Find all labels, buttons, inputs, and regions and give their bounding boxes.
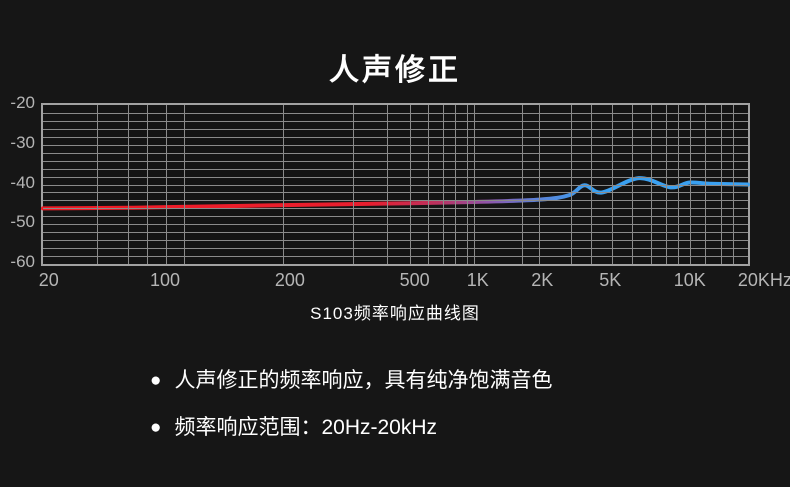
x-axis-tick-label: 200 bbox=[274, 270, 305, 290]
h-gridline bbox=[43, 208, 748, 210]
h-gridline bbox=[43, 120, 748, 122]
h-gridline bbox=[43, 136, 748, 138]
v-gridline bbox=[353, 105, 355, 264]
h-gridline bbox=[43, 176, 748, 178]
v-gridline bbox=[539, 105, 541, 264]
x-axis-tick-label: 20 bbox=[38, 270, 59, 290]
v-gridline bbox=[611, 105, 613, 264]
h-gridline bbox=[43, 128, 748, 130]
h-gridline bbox=[43, 160, 748, 162]
y-axis-tick-label: -40 bbox=[10, 172, 35, 192]
v-gridline bbox=[466, 105, 468, 264]
h-gridline bbox=[43, 200, 748, 202]
h-gridline bbox=[43, 232, 748, 234]
x-axis-tick-label: 2K bbox=[531, 270, 554, 290]
v-gridline bbox=[590, 105, 592, 264]
x-axis-tick-label: 10K bbox=[673, 270, 706, 290]
v-gridline bbox=[474, 105, 476, 264]
bullet-circle-icon: ● bbox=[150, 370, 162, 391]
v-gridline bbox=[387, 105, 389, 264]
x-axis-tick-label: 100 bbox=[150, 270, 181, 290]
bullet-text: 人声修正的频率响应，具有纯净饱满音色 bbox=[174, 369, 553, 392]
plot-area bbox=[41, 103, 750, 266]
v-gridline bbox=[733, 105, 735, 264]
v-gridline bbox=[720, 105, 722, 264]
x-axis-tick-label: 1K bbox=[466, 270, 489, 290]
bullet-item: ● 频率响应范围：20Hz-20kHz bbox=[150, 413, 552, 443]
bullet-text: 频率响应范围：20Hz-20kHz bbox=[174, 416, 438, 439]
v-gridline bbox=[184, 105, 185, 264]
feature-bullets: ● 人声修正的频率响应，具有纯净饱满音色 ● 频率响应范围：20Hz-20kHz bbox=[150, 366, 552, 443]
h-gridline bbox=[43, 216, 748, 218]
v-gridline bbox=[665, 105, 667, 264]
h-gridline bbox=[43, 192, 748, 194]
v-gridline bbox=[571, 105, 573, 264]
v-gridline bbox=[96, 105, 98, 264]
h-gridline bbox=[43, 152, 748, 154]
x-axis-tick-label: 20KHz bbox=[737, 270, 790, 290]
v-gridline bbox=[410, 105, 412, 264]
bullet-circle-icon: ● bbox=[150, 417, 162, 438]
v-gridline bbox=[455, 105, 457, 264]
v-gridline bbox=[166, 105, 168, 264]
v-gridline bbox=[678, 105, 680, 264]
y-axis-tick-label: -50 bbox=[10, 212, 35, 232]
y-axis-tick-label: -20 bbox=[10, 93, 35, 112]
y-axis-tick-label: -30 bbox=[10, 132, 35, 152]
h-gridline bbox=[43, 144, 748, 146]
h-gridline bbox=[43, 240, 748, 242]
v-gridline bbox=[283, 105, 285, 264]
x-axis-tick-label: 5K bbox=[599, 270, 622, 290]
h-gridline bbox=[43, 248, 748, 250]
v-gridline bbox=[146, 105, 148, 264]
v-gridline bbox=[704, 105, 706, 264]
bullet-item: ● 人声修正的频率响应，具有纯净饱满音色 bbox=[150, 366, 552, 396]
v-gridline bbox=[690, 105, 692, 264]
h-gridline bbox=[43, 184, 748, 186]
v-gridline bbox=[442, 105, 444, 264]
x-axis-labels: 20 100 200 500 1K 2K 5K 10K 20KHz bbox=[38, 270, 790, 292]
h-gridline bbox=[43, 256, 748, 258]
page-title: 人声修正 bbox=[329, 54, 461, 88]
y-axis-tick-label: -60 bbox=[10, 252, 35, 271]
x-axis-tick-label: 500 bbox=[399, 270, 430, 290]
v-gridline bbox=[522, 105, 524, 264]
v-gridline bbox=[128, 105, 130, 264]
v-gridline bbox=[631, 105, 633, 264]
h-gridline bbox=[43, 168, 748, 170]
chart-caption: S103频率响应曲线图 bbox=[310, 304, 480, 323]
h-gridline bbox=[43, 112, 748, 114]
y-axis-labels: -20 -30 -40 -50 -60 bbox=[0, 93, 35, 271]
v-gridline bbox=[650, 105, 652, 264]
v-gridline bbox=[427, 105, 429, 264]
h-gridline bbox=[43, 224, 748, 226]
